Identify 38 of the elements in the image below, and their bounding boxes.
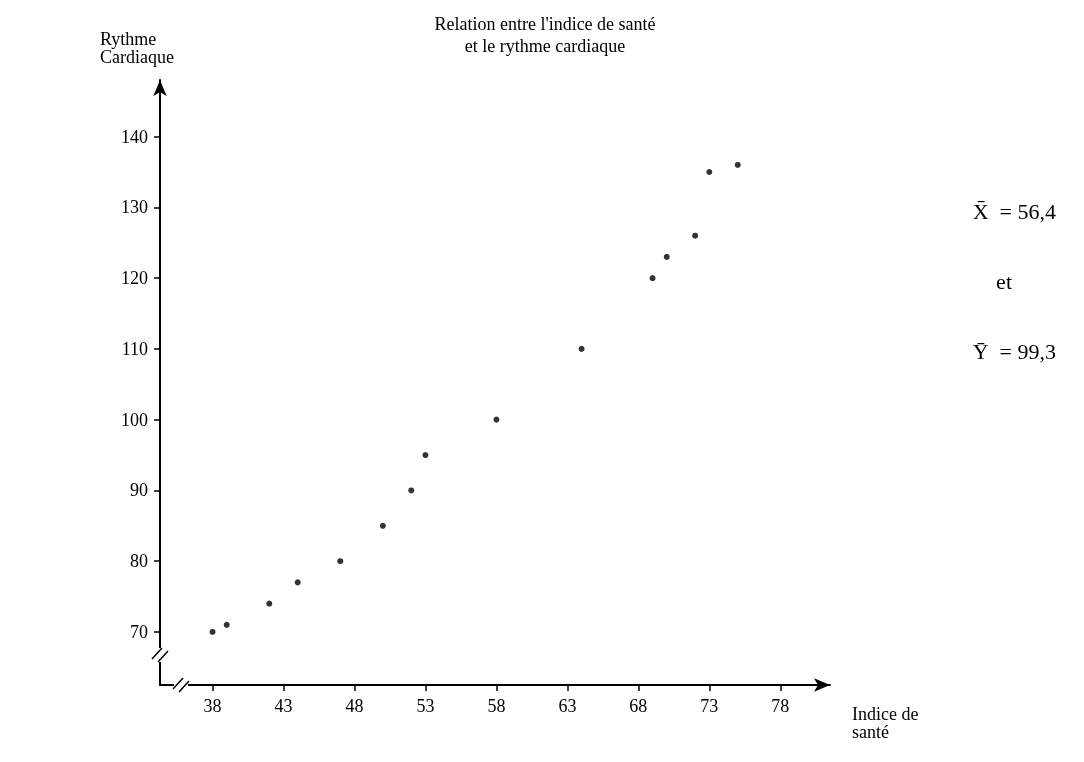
point bbox=[422, 452, 429, 459]
text: X̄ = 56,4 bbox=[972, 198, 1056, 224]
point bbox=[578, 345, 585, 352]
x-tick-label: 68 bbox=[629, 696, 648, 716]
point bbox=[294, 579, 301, 586]
point bbox=[649, 275, 656, 282]
x-tick-label: 43 bbox=[274, 696, 293, 716]
y-tick-label: 110 bbox=[121, 338, 148, 359]
x-tick-label: 63 bbox=[558, 696, 577, 716]
x-tick-label: 53 bbox=[416, 696, 435, 716]
y-tick-label: 120 bbox=[121, 268, 148, 289]
y-tick-label: 70 bbox=[130, 621, 148, 642]
point bbox=[266, 600, 273, 607]
x-tick-label: 58 bbox=[487, 696, 506, 716]
y-tick-label: 100 bbox=[121, 409, 148, 430]
x-tick-label: 78 bbox=[771, 696, 790, 716]
y-tick-label: 130 bbox=[121, 197, 148, 218]
point bbox=[663, 253, 670, 260]
chart-title: Relation entre l'indice de santé et le rythme cardiaque bbox=[434, 14, 656, 56]
point bbox=[337, 558, 344, 565]
x-tick-label: 38 bbox=[203, 696, 222, 716]
text: Ȳ = 99,3 bbox=[972, 338, 1056, 364]
point bbox=[706, 168, 713, 175]
text: et bbox=[996, 268, 1013, 294]
point bbox=[379, 522, 386, 529]
x-axis-title: Indice de santé bbox=[852, 704, 919, 742]
point bbox=[209, 628, 216, 635]
point bbox=[408, 487, 415, 494]
point bbox=[223, 621, 230, 628]
point bbox=[493, 416, 500, 423]
point bbox=[734, 161, 741, 168]
x-tick-label: 48 bbox=[345, 696, 364, 716]
y-tick-label: 90 bbox=[130, 480, 148, 501]
y-axis-title: Rythme Cardiaque bbox=[100, 29, 174, 67]
x-tick-label: 73 bbox=[700, 696, 719, 716]
y-tick-label: 140 bbox=[121, 126, 148, 147]
y-tick-label: 80 bbox=[130, 551, 148, 572]
point bbox=[692, 232, 699, 239]
